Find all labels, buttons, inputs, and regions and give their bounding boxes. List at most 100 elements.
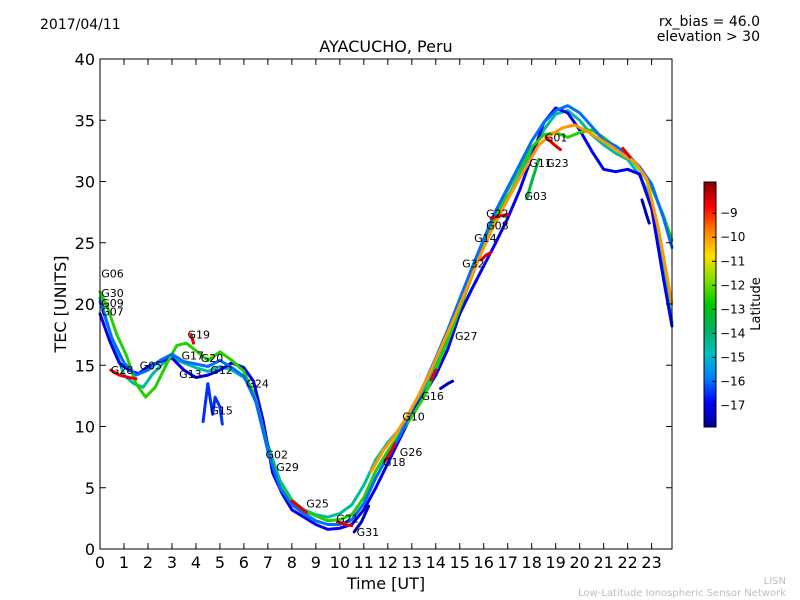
- x-tick-label: 20: [569, 553, 589, 572]
- satellite-label-g14: G14: [474, 232, 497, 245]
- series-line-18: [525, 157, 541, 201]
- x-tick-label: 15: [450, 553, 470, 572]
- satellite-label-g31: G31: [357, 526, 380, 539]
- y-tick-label: 5: [85, 479, 95, 498]
- date-label: 2017/04/11: [40, 17, 121, 33]
- satellite-label-g17: G17: [182, 349, 205, 362]
- x-tick-label: 5: [215, 553, 225, 572]
- x-tick-label: 13: [402, 553, 422, 572]
- satellite-label-g19: G19: [188, 329, 211, 342]
- x-tick-label: 6: [239, 553, 249, 572]
- satellite-label-g01: G01: [545, 131, 568, 144]
- satellite-label-g22: G22: [486, 207, 509, 220]
- x-tick-label: 10: [330, 553, 350, 572]
- elevation-label: elevation > 30: [656, 29, 760, 45]
- x-tick-label: 23: [641, 553, 661, 572]
- colorbar-tick-label: −11: [720, 254, 745, 268]
- x-tick-label: 9: [311, 553, 321, 572]
- satellite-label-g02: G02: [266, 449, 289, 462]
- x-tick-label: 0: [95, 553, 105, 572]
- satellite-label-g28: G28: [111, 364, 134, 377]
- series-line-11: [489, 213, 510, 220]
- series-line-14: [189, 333, 195, 345]
- x-tick-label: 8: [287, 553, 297, 572]
- series-line-2: [98, 128, 674, 523]
- tick-layer: 0 1 2 3 4 5 6 7 8 9 10 11 12 13 14 15 16 17 18 19 20 21 22 2305…: [75, 50, 672, 572]
- satellite-label-g10: G10: [402, 411, 425, 424]
- colorbar-tick-layer: −9 −10 −11 −12 −13 −14 −15 −16 −17: [712, 206, 745, 412]
- series-line-0: [98, 109, 674, 519]
- colorbar-tick-label: −16: [720, 374, 745, 388]
- colorbar-tick-label: −14: [720, 326, 745, 340]
- y-tick-label: 35: [75, 111, 95, 130]
- x-tick-label: 12: [378, 553, 398, 572]
- colorbar-tick-label: −13: [720, 302, 745, 316]
- footer-network-name: Low-Latitude Ionospheric Sensor Network: [578, 588, 786, 599]
- y-tick-label: 25: [75, 234, 95, 253]
- y-tick-label: 0: [85, 540, 95, 559]
- satellite-label-g03: G03: [525, 190, 548, 203]
- satellite-label-g23: G23: [546, 157, 569, 170]
- series-line-8: [383, 442, 397, 463]
- series-line-5: [109, 368, 138, 381]
- colorbar-tick-label: −15: [720, 350, 745, 364]
- series-line-12: [544, 135, 562, 152]
- colorbar: [703, 181, 717, 428]
- x-tick-label: 1: [119, 553, 129, 572]
- satellite-label-g09: G09: [101, 297, 124, 310]
- satellite-label-g05: G05: [140, 359, 163, 372]
- series-line-17: [640, 198, 651, 225]
- footer-network-short: LISN: [763, 576, 786, 587]
- series-line-4: [369, 123, 674, 474]
- satellite-label-g21: G21: [336, 512, 359, 525]
- satellite-label-g32: G32: [462, 258, 485, 271]
- satellite-label-g13: G13: [179, 368, 202, 381]
- colorbar-tick-label: −10: [720, 230, 745, 244]
- series-line-10: [479, 251, 493, 262]
- x-tick-label: 2: [143, 553, 153, 572]
- y-tick-label: 40: [75, 50, 95, 69]
- x-axis-label: Time [UT]: [346, 574, 425, 593]
- satellite-label-g15: G15: [210, 405, 233, 418]
- satellite-label-g07: G07: [101, 305, 124, 318]
- satellite-label-g08: G08: [486, 220, 509, 233]
- x-tick-label: 17: [498, 553, 518, 572]
- y-tick-label: 30: [75, 173, 95, 192]
- series-line-7: [335, 520, 354, 528]
- satellite-label-g24: G24: [246, 378, 269, 391]
- series-line-16: [352, 504, 371, 534]
- satellite-label-g25: G25: [306, 498, 329, 511]
- satellite-label-g26: G26: [400, 446, 423, 459]
- x-tick-label: 4: [191, 553, 201, 572]
- chart-title: AYACUCHO, Peru: [319, 37, 453, 56]
- x-tick-label: 14: [426, 553, 446, 572]
- x-tick-label: 21: [593, 553, 613, 572]
- colorbar-tick-label: −12: [720, 278, 745, 292]
- series-line-6: [290, 499, 308, 514]
- x-tick-label: 16: [474, 553, 494, 572]
- x-tick-label: 3: [167, 553, 177, 572]
- x-tick-label: 22: [617, 553, 637, 572]
- y-tick-label: 10: [75, 418, 95, 437]
- series-line-9: [429, 368, 438, 382]
- y-tick-label: 15: [75, 356, 95, 375]
- satellite-label-g12: G12: [210, 364, 233, 377]
- colorbar-label: Latitude: [749, 277, 764, 331]
- satellite-label-g20: G20: [201, 352, 224, 365]
- x-tick-label: 18: [522, 553, 542, 572]
- rx-bias-label: rx_bias = 46.0: [658, 14, 760, 30]
- satellite-label-g11: G11: [529, 157, 552, 170]
- satellite-label-g29: G29: [276, 461, 299, 474]
- series-line-15: [439, 379, 455, 390]
- series-line-19: [201, 382, 224, 426]
- y-tick-label: 20: [75, 295, 95, 314]
- x-tick-label: 11: [354, 553, 374, 572]
- x-tick-label: 7: [263, 553, 273, 572]
- colorbar-tick-label: −9: [720, 206, 738, 220]
- satellite-label-g18: G18: [383, 456, 406, 469]
- satellite-label-g06: G06: [101, 267, 124, 280]
- series-line-13: [621, 146, 632, 159]
- satellite-label-g27: G27: [455, 330, 478, 343]
